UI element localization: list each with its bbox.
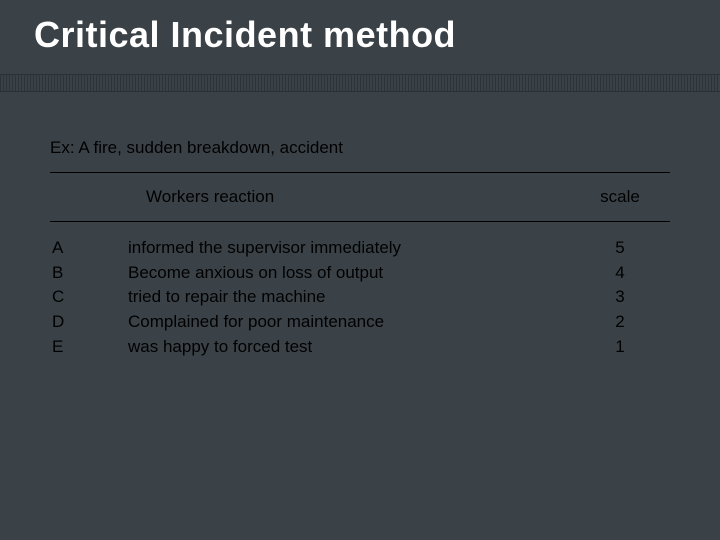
row-scale: 4 [570, 261, 670, 286]
divider-band [0, 74, 720, 92]
row-scale: 1 [570, 335, 670, 360]
row-reaction: tried to repair the machine [128, 285, 570, 310]
row-reaction: informed the supervisor immediately [128, 236, 570, 261]
row-label: D [50, 310, 128, 335]
content-area: Ex: A fire, sudden breakdown, accident W… [0, 92, 720, 359]
row-label: C [50, 285, 128, 310]
row-label: E [50, 335, 128, 360]
row-reaction: was happy to forced test [128, 335, 570, 360]
header-label-spacer [50, 187, 128, 207]
row-reaction: Become anxious on loss of output [128, 261, 570, 286]
table-header-row: Workers reaction scale [50, 173, 670, 221]
row-scale: 2 [570, 310, 670, 335]
row-scale: 3 [570, 285, 670, 310]
title-area: Critical Incident method [0, 0, 720, 74]
slide-title: Critical Incident method [34, 14, 686, 56]
header-reaction: Workers reaction [128, 187, 570, 207]
table-row: D Complained for poor maintenance 2 [50, 310, 670, 335]
table-row: B Become anxious on loss of output 4 [50, 261, 670, 286]
table-row: A informed the supervisor immediately 5 [50, 236, 670, 261]
row-scale: 5 [570, 236, 670, 261]
row-label: B [50, 261, 128, 286]
table-row: C tried to repair the machine 3 [50, 285, 670, 310]
table-row: E was happy to forced test 1 [50, 335, 670, 360]
table-body: A informed the supervisor immediately 5 … [50, 222, 670, 359]
row-reaction: Complained for poor maintenance [128, 310, 570, 335]
row-label: A [50, 236, 128, 261]
header-scale: scale [570, 187, 670, 207]
example-text: Ex: A fire, sudden breakdown, accident [50, 138, 670, 158]
